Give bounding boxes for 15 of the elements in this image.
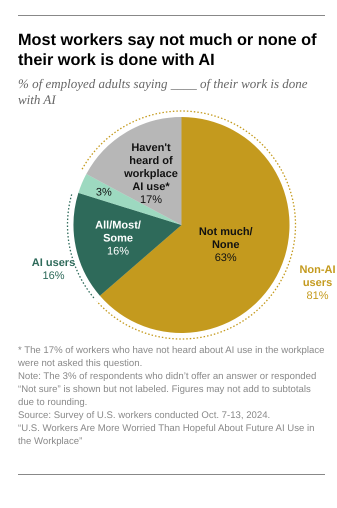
text: Non-AI users 81% (299, 264, 336, 302)
text: “U.S. Workers Are More Worried Than Hopeful About Future AI Use in the Workplace” (18, 422, 316, 448)
data-label: 17% (140, 194, 162, 206)
slice-label: Not much/None (198, 226, 253, 252)
slice-label: Haven't heard of workplace AI use* (123, 142, 178, 194)
source-note: Source: Survey of U.S. workers conducted Oct. 7-13, 2024. (18, 409, 272, 422)
data-label: 63% (214, 252, 237, 264)
data-label: 3% (96, 186, 112, 198)
text: Note: The 3% of respondents who didn’t offer an answer or responded “Not sure” is shown but not labeled. Figures may not add to subtotals due to rounding. (18, 370, 318, 409)
chart-subtitle: % of employed adults saying ____ of their work is done with AI (18, 76, 309, 108)
text: * The 17% of workers who have not heard about AI use in the workplace were not asked this question. (18, 344, 325, 370)
chart-title: Most workers say not much or none of their work is done with AI (18, 30, 318, 70)
text: AI users 16% (32, 257, 76, 282)
data-label: 16% (107, 245, 130, 258)
slice-label: All/Most/Some (95, 219, 141, 244)
